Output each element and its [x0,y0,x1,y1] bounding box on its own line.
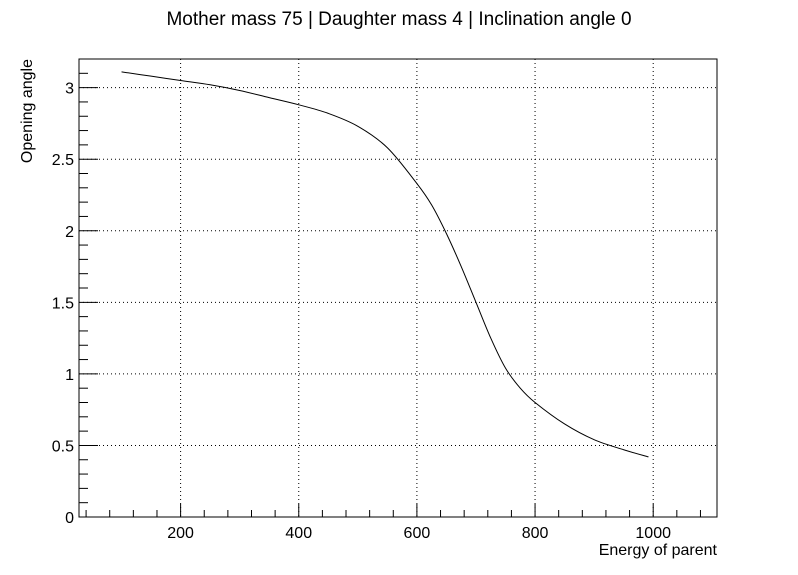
series-line [121,71,649,458]
y-tick-label: 2 [65,224,74,241]
x-tick-label: 400 [285,525,312,542]
y-tick-label: 1.5 [52,295,74,312]
y-tick-label: 3 [65,81,74,98]
y-tick-label: 0.5 [52,438,74,455]
plot-frame [78,58,718,518]
grid [79,59,717,517]
x-axis-label: Energy of parent [599,542,718,559]
x-tick-label: 600 [404,525,431,542]
y-tick-labels: 0 0.5 1 1.5 2 2.5 3 [52,81,74,527]
x-tick-labels: 200 400 600 800 1000 [167,525,671,542]
y-tick-label: 1 [65,367,74,384]
x-tick-label: 200 [167,525,194,542]
y-tick-label: 0 [65,510,74,527]
y-tick-label: 2.5 [52,152,74,169]
x-tick-label: 800 [522,525,549,542]
axis-ticks [79,58,701,518]
series-layer [121,71,649,458]
y-axis-label: Opening angle [19,59,36,163]
x-tick-label: 1000 [635,525,671,542]
chart-title: Mother mass 75 | Daughter mass 4 | Incli… [166,9,631,30]
